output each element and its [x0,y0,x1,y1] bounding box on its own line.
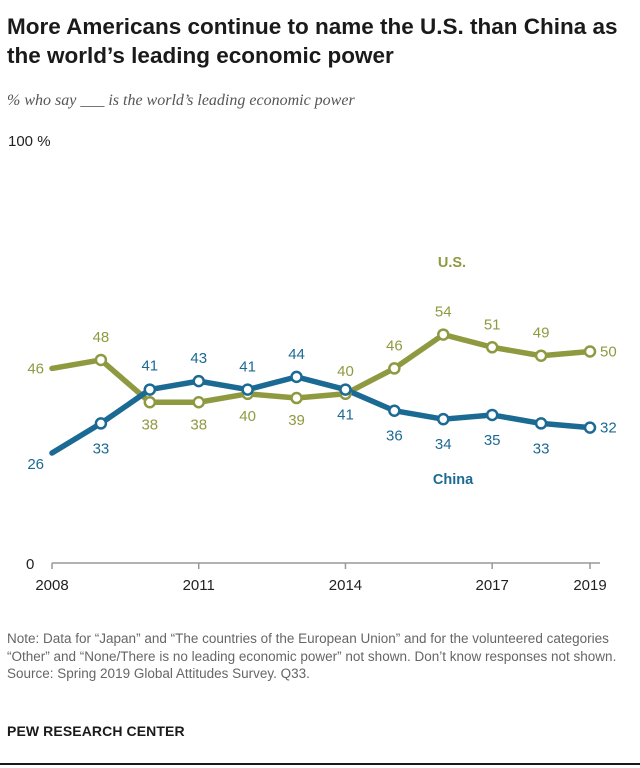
chart-notes: Note: Data for “Japan” and “The countrie… [7,630,632,683]
data-point-us [485,341,499,354]
data-label-china: 36 [386,428,403,445]
data-point-us [583,345,597,358]
series-label-china: China [433,472,474,488]
y-tick-label: 100 % [8,133,51,150]
data-label-china: 35 [484,432,501,449]
data-label-china: 44 [288,346,305,363]
data-label-us: 38 [141,416,158,433]
series-line-china [49,374,593,456]
x-tick-label: 2017 [475,577,508,594]
note-text: Note: Data for “Japan” and “The countrie… [7,631,617,664]
data-label-china: 41 [239,359,256,376]
data-point-us [192,396,205,409]
source-text: Source: Spring 2019 Global Attitudes Sur… [7,666,310,681]
data-label-china: 43 [190,350,207,367]
data-point-china [94,417,108,430]
data-label-us: 40 [239,408,256,425]
data-label-us: 39 [288,412,305,429]
data-label-us: 40 [337,363,354,380]
data-label-us: 46 [27,360,44,377]
data-label-us: 54 [435,304,452,321]
data-label-china: 33 [533,440,550,457]
data-point-china [339,383,352,396]
data-label-us: 51 [484,316,501,333]
data-label-china: 33 [93,440,110,457]
data-point-china [534,417,548,430]
data-point-china [485,408,499,422]
data-point-us [437,328,450,341]
x-tick-label: 2008 [35,577,68,594]
data-label-china: 41 [337,407,354,424]
bottom-rule [0,763,640,765]
data-label-us: 46 [386,337,403,354]
series-line-us [49,331,593,406]
data-point-china [583,421,597,434]
data-label-us: 38 [190,416,207,433]
brand-logo-text: PEW RESEARCH CENTER [7,723,185,739]
data-label-china: 26 [27,456,44,473]
data-point-china [388,404,401,417]
data-point-china [143,383,157,396]
data-label-us: 49 [533,325,550,342]
data-point-china [290,370,303,384]
data-point-us [94,353,108,367]
chart-subtitle: % who say ___ is the world’s leading eco… [7,92,355,109]
data-point-china [437,412,450,426]
y-tick-label: 0 [26,556,34,573]
data-label-us: 48 [93,329,110,346]
x-tick-label: 2019 [573,577,606,594]
data-point-us [534,349,548,362]
x-tick-label: 2014 [329,577,362,594]
data-label-china: 32 [600,420,617,437]
data-point-us [388,362,401,375]
chart-title: More Americans continue to name the U.S.… [7,14,618,68]
x-tick-label: 2011 [183,577,215,594]
data-point-us [143,396,157,409]
data-label-china: 34 [435,436,452,453]
data-point-us [290,391,303,405]
data-label-china: 41 [141,358,158,375]
data-point-china [192,374,205,388]
series-label-us: U.S. [438,255,466,271]
data-label-us: 50 [600,344,617,361]
data-point-china [241,383,254,396]
